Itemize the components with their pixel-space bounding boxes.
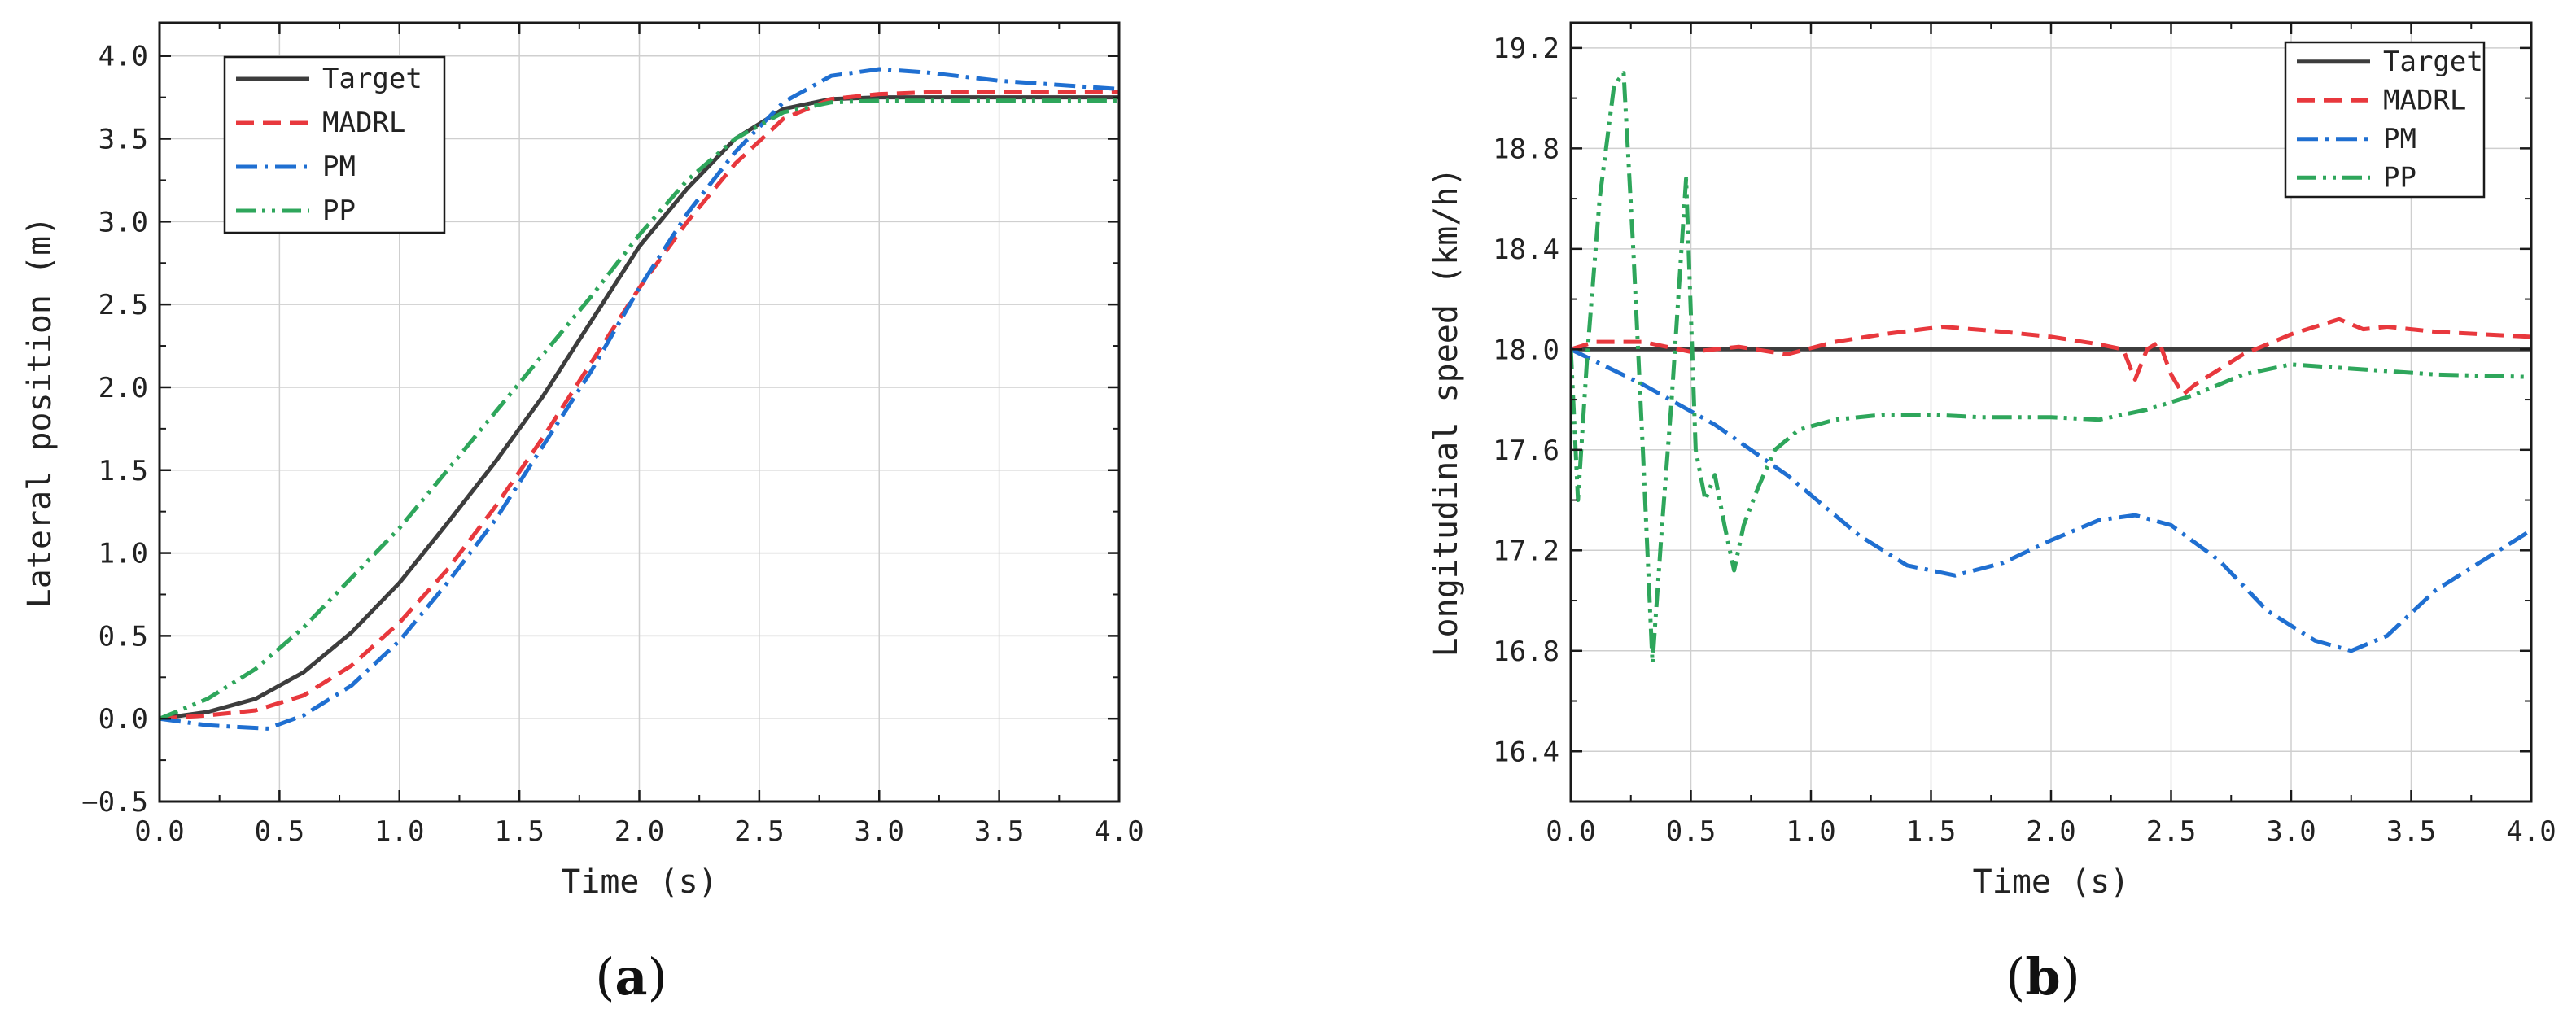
x-tick-label-b: 0.5 xyxy=(1666,815,1716,848)
legend-label-pm-a: PM xyxy=(322,151,356,183)
series-line-target-a xyxy=(160,95,1119,721)
series-line-madrl-a xyxy=(160,90,1119,721)
legend-b: Target MADRL PM PP xyxy=(2284,41,2486,199)
x-axis-title-a: Time (s) xyxy=(561,863,718,901)
x-tick-label-b: 2.5 xyxy=(2146,815,2196,848)
x-tick-label-b: 2.0 xyxy=(2026,815,2075,848)
x-tick-label-a: 1.0 xyxy=(374,815,424,848)
legend-label-pp-b: PP xyxy=(2383,161,2416,194)
legend-label-pp-a: PP xyxy=(322,194,356,227)
y-axis-title-b: Longitudinal speed (km/h) xyxy=(1428,167,1465,657)
y-tick-label-a: 2.0 xyxy=(98,372,148,404)
series-line-pp-a xyxy=(160,98,1119,721)
panel-b-longitudinal-speed-chart: 0.0 0.5 1.0 1.5 2.0 2.5 3.0 3.5 4.0 16.4 16.8 17.2 1… xyxy=(1428,21,2556,1007)
legend-box-b xyxy=(2284,41,2486,199)
y-tick-label-a: 1.0 xyxy=(98,538,148,570)
x-tick-label-a: 2.5 xyxy=(734,815,784,848)
y-tick-label-a: 4.0 xyxy=(98,41,148,73)
x-tick-label-a: 4.0 xyxy=(1094,815,1144,848)
legend-label-target-b: Target xyxy=(2383,46,2483,78)
panel-a-lateral-position-chart: 0.0 0.5 1.0 1.5 2.0 2.5 3.0 3.5 4.0−0.50.00.51.0… xyxy=(21,21,1144,1007)
y-tick-label-b: 18.8 xyxy=(1493,133,1559,165)
x-tick-label-b: 4.0 xyxy=(2506,815,2556,848)
x-tick-label-a: 3.5 xyxy=(974,815,1024,848)
panel-letter-a: a xyxy=(614,947,647,1007)
y-tick-label-b: 16.8 xyxy=(1493,636,1559,668)
y-tick-label-b: 18.0 xyxy=(1493,334,1559,366)
y-tick-label-a: 3.5 xyxy=(98,124,148,156)
legend-label-madrl-a: MADRL xyxy=(322,107,405,139)
y-tick-label-b: 17.2 xyxy=(1493,535,1559,567)
legend-label-pm-b: PM xyxy=(2383,123,2416,155)
y-tick-label-b: 19.2 xyxy=(1493,33,1559,65)
y-tick-label-a: 1.5 xyxy=(98,455,148,487)
x-tick-label-a: 3.0 xyxy=(855,815,904,848)
panel-letter-b: b xyxy=(2025,947,2060,1007)
x-tick-label-b: 0.0 xyxy=(1546,815,1595,848)
x-tick-label-b: 3.5 xyxy=(2386,815,2436,848)
y-tick-label-b: 18.4 xyxy=(1493,234,1559,266)
x-tick-label-b: 1.5 xyxy=(1906,815,1956,848)
y-tick-label-a: 0.0 xyxy=(98,703,148,736)
x-tick-label-a: 2.0 xyxy=(614,815,664,848)
x-tick-label-a: 0.0 xyxy=(134,815,184,848)
x-tick-label-a: 0.5 xyxy=(255,815,304,848)
series-line-madrl-b xyxy=(1571,317,2531,397)
legend-label-madrl-b: MADRL xyxy=(2383,84,2466,116)
legend-box-a xyxy=(223,55,446,234)
y-tick-label-b: 16.4 xyxy=(1493,736,1559,768)
panel-label-a: (a) xyxy=(595,947,667,1007)
y-tick-label-a: 2.5 xyxy=(98,289,148,321)
x-tick-label-b: 1.0 xyxy=(1786,815,1835,848)
y-tick-label-a: 0.5 xyxy=(98,620,148,653)
legend-label-target-a: Target xyxy=(322,63,422,95)
x-tick-label-a: 1.5 xyxy=(494,815,544,848)
x-tick-label-b: 3.0 xyxy=(2266,815,2316,848)
y-axis-title-a: Lateral position (m) xyxy=(21,216,59,609)
series-line-pm-a xyxy=(160,67,1119,731)
y-tick-label-b: 17.6 xyxy=(1493,435,1559,467)
legend-a: Target MADRL PM PP xyxy=(223,55,446,234)
y-tick-label-a: 3.0 xyxy=(98,206,148,238)
y-tick-label-a: −0.5 xyxy=(81,786,148,819)
panel-label-b: (b) xyxy=(2005,947,2080,1007)
x-axis-title-b: Time (s) xyxy=(1973,863,2130,901)
